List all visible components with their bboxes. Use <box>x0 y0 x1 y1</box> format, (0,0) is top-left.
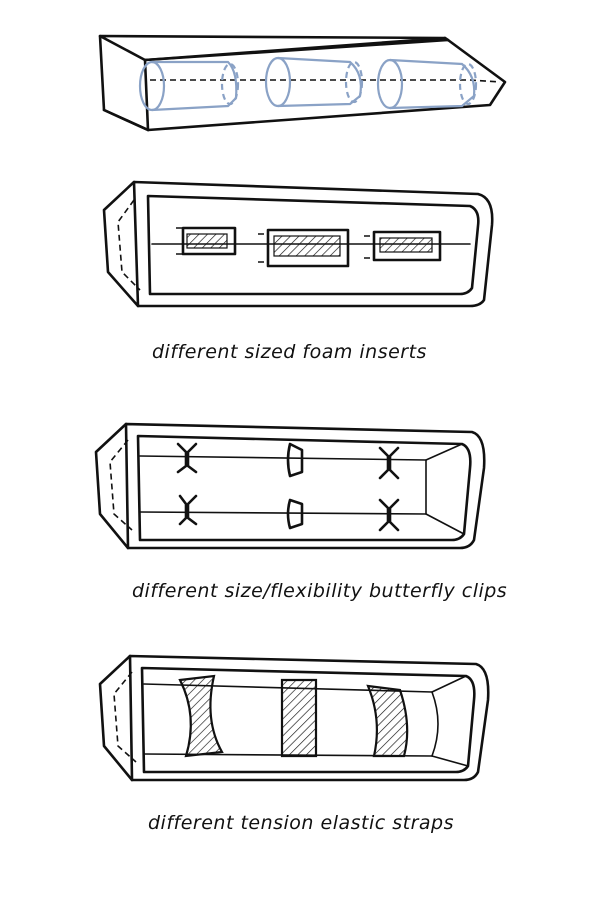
caption-elastic-straps: different tension elastic straps <box>148 812 454 834</box>
sketch-4-elastic-straps <box>98 654 490 782</box>
elastic-strap-2 <box>280 678 318 758</box>
blue-insert-2 <box>264 56 364 108</box>
foam-insert-small <box>176 226 237 256</box>
blue-insert-1 <box>138 60 240 112</box>
butterfly-clip-2 <box>286 442 304 530</box>
caption-butterfly-clips: different size/flexibility butterfly cli… <box>132 580 508 602</box>
caption-foam-inserts: different sized foam inserts <box>152 341 427 363</box>
sketch-1-case-overview <box>98 34 507 132</box>
foam-insert-medium <box>364 230 442 262</box>
elastic-strap-1 <box>178 674 224 758</box>
butterfly-clip-1 <box>176 442 198 526</box>
blue-insert-3 <box>376 58 478 110</box>
butterfly-clip-3 <box>378 446 400 532</box>
sketch-2-foam-inserts <box>102 180 494 308</box>
elastic-strap-3 <box>366 684 409 758</box>
sketch-3-butterfly-clips <box>94 422 486 550</box>
foam-insert-large <box>258 228 350 268</box>
